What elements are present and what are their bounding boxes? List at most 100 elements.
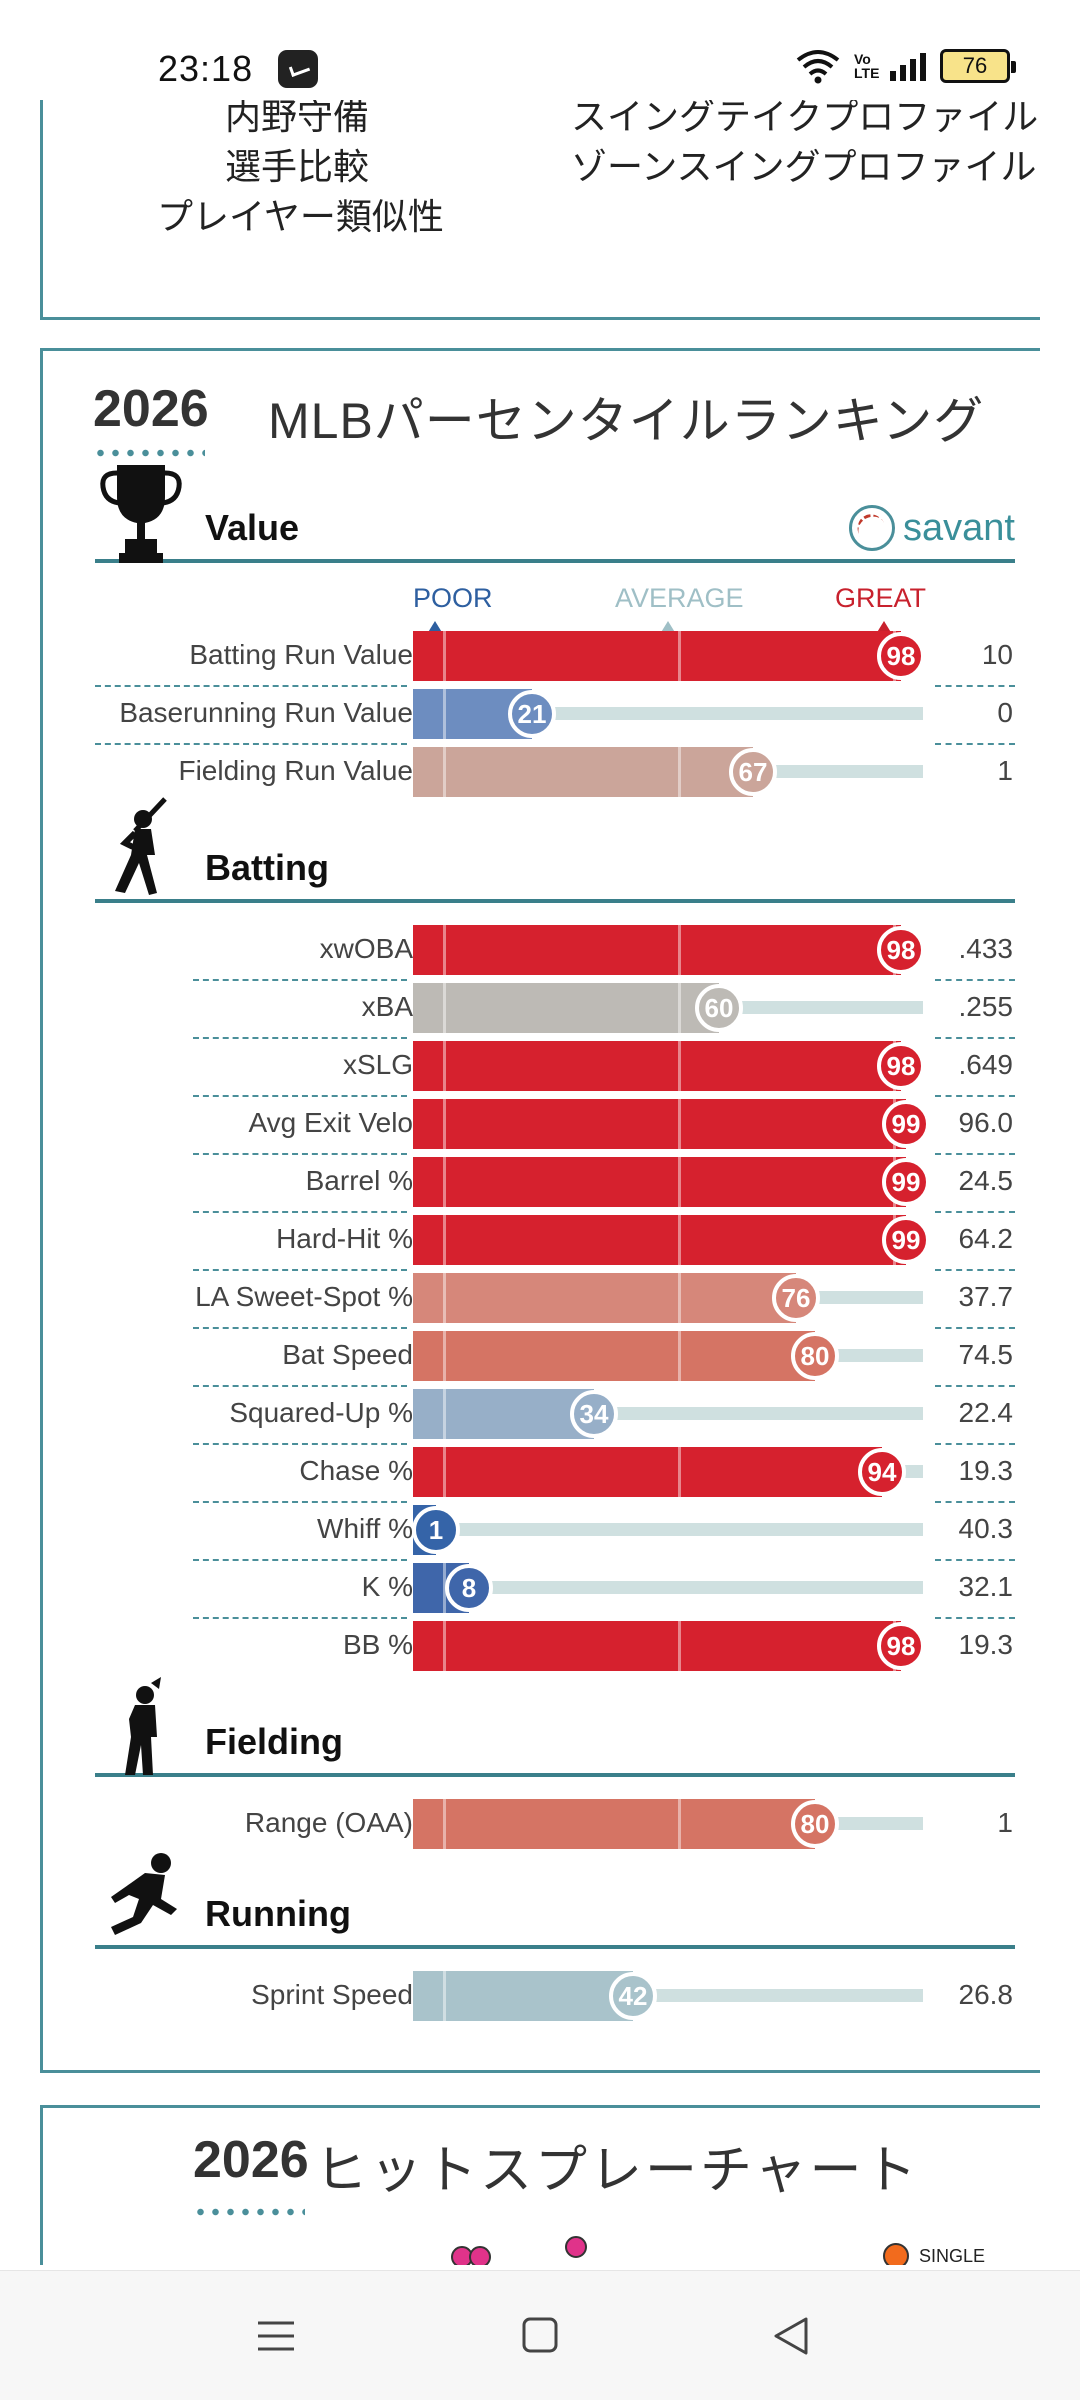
spray-title-underline-dots	[193, 2208, 305, 2216]
runner-icon	[111, 1853, 177, 1935]
percentile-row[interactable]: Range (OAA) 80 1	[43, 1797, 1043, 1853]
player-links-card: 内野守備 スイングテイクプロファイル 選手比較 プレイヤー類似性 ゾーンスイング…	[40, 100, 1040, 320]
scale-tick	[443, 1447, 446, 1497]
percentile-row[interactable]: xwOBA 98 .433	[43, 923, 1043, 981]
section-title-value: Value	[205, 507, 300, 548]
link-player-compare[interactable]: 選手比較	[225, 146, 370, 187]
metric-label: Bat Speed	[282, 1339, 413, 1370]
scale-great-label: GREAT	[835, 583, 927, 613]
percentile-row[interactable]: xSLG 98 .649	[43, 1039, 1043, 1097]
percentile-row[interactable]: Baserunning Run Value 21 0	[43, 687, 1043, 745]
percentile-row[interactable]: Chase % 94 19.3	[43, 1445, 1043, 1503]
section-header-value: Value savant	[95, 465, 1015, 563]
scale-tick	[678, 1041, 681, 1091]
fielder-icon	[125, 1677, 161, 1775]
percentile-badge: 76	[772, 1274, 820, 1322]
percentile-row[interactable]: LA Sweet-Spot % 76 37.7	[43, 1271, 1043, 1329]
scale-tick	[678, 1215, 681, 1265]
metric-label: Avg Exit Velo	[248, 1107, 413, 1138]
row-separator	[935, 1385, 1015, 1387]
scale-tick	[443, 1389, 446, 1439]
section-header-fielding: Fielding	[95, 1677, 1015, 1777]
spray-hit-dot	[565, 2236, 587, 2258]
scale-tick	[678, 1799, 681, 1849]
average-marker-icon	[660, 621, 676, 634]
status-icons: Vo LTE 76	[796, 48, 1016, 84]
percentile-bar	[413, 925, 901, 975]
percentile-badge: 98	[877, 1042, 925, 1090]
row-separator	[935, 1327, 1015, 1329]
row-separator	[193, 1501, 407, 1503]
row-separator	[935, 1037, 1015, 1039]
percentile-badge: 21	[508, 690, 556, 738]
section-title-batting: Batting	[205, 847, 329, 888]
spray-chart-card: 2026 ヒットスプレーチャート SINGLE	[40, 2105, 1040, 2265]
row-separator	[935, 1559, 1015, 1561]
link-infield-defense[interactable]: 内野守備	[225, 100, 370, 137]
metric-label: Batting Run Value	[189, 639, 413, 670]
percentile-badge: 1	[412, 1506, 460, 1554]
metric-label: xBA	[361, 991, 413, 1022]
percentile-row[interactable]: Batting Run Value 98 10	[43, 629, 1043, 687]
scale-tick	[443, 1215, 446, 1265]
great-marker-icon	[876, 621, 892, 634]
row-separator	[935, 1269, 1015, 1271]
status-bar: 23:18 Vo LTE 76	[0, 0, 1080, 100]
percentile-row[interactable]: BB % 98 19.3	[43, 1619, 1043, 1675]
percentile-row[interactable]: xBA 60 .255	[43, 981, 1043, 1039]
percentile-track	[413, 1581, 923, 1594]
scale-tick	[443, 1331, 446, 1381]
row-separator	[935, 1617, 1015, 1619]
metric-value: 19.3	[958, 1629, 1014, 1660]
percentile-bar	[413, 1621, 901, 1671]
metric-label: BB %	[342, 1629, 413, 1660]
percentile-bar	[413, 1971, 633, 2021]
percentile-badge: 67	[729, 748, 777, 796]
percentile-bar	[413, 631, 901, 681]
trophy-icon	[100, 465, 182, 563]
link-player-similarity[interactable]: プレイヤー類似性	[157, 196, 444, 237]
metric-label: Chase %	[299, 1455, 413, 1486]
percentile-row[interactable]: Bat Speed 80 74.5	[43, 1329, 1043, 1387]
percentile-rankings-card: 2026 MLBパーセンタイルランキング Value savant POOR A…	[40, 348, 1040, 2073]
metric-value: 19.3	[958, 1455, 1014, 1486]
row-separator	[935, 1095, 1015, 1097]
metric-label: Whiff %	[317, 1513, 413, 1544]
metric-label: LA Sweet-Spot %	[195, 1281, 413, 1312]
scale-tick	[443, 1799, 446, 1849]
row-separator	[935, 685, 1015, 687]
percentile-row[interactable]: K % 8 32.1	[43, 1561, 1043, 1619]
percentile-row[interactable]: Fielding Run Value 67 1	[43, 745, 1043, 801]
percentile-row[interactable]: Squared-Up % 34 22.4	[43, 1387, 1043, 1445]
percentile-badge: 98	[877, 926, 925, 974]
back-icon[interactable]	[752, 2301, 832, 2371]
row-separator	[935, 743, 1015, 745]
percentile-bar	[413, 1157, 906, 1207]
scale-poor-label: POOR	[413, 583, 493, 613]
metric-value: 22.4	[958, 1397, 1014, 1428]
link-zone-swing-profile[interactable]: ゾーンスイングプロファイル	[571, 146, 1037, 187]
percentile-row[interactable]: Sprint Speed 42 26.8	[43, 1969, 1043, 2025]
percentile-row[interactable]: Hard-Hit % 99 64.2	[43, 1213, 1043, 1271]
menu-icon[interactable]	[236, 2301, 316, 2371]
section-title-fielding: Fielding	[205, 1721, 343, 1762]
percentile-badge: 99	[882, 1100, 930, 1148]
row-separator	[95, 685, 407, 687]
percentile-badge: 42	[609, 1972, 657, 2020]
link-swing-take-profile[interactable]: スイングテイクプロファイル	[571, 100, 1039, 137]
section-header-running: Running	[95, 1853, 1015, 1949]
row-separator	[935, 1443, 1015, 1445]
percentile-bar	[413, 1389, 594, 1439]
metric-label: xwOBA	[319, 933, 413, 964]
savant-logo[interactable]: savant	[849, 505, 1015, 551]
percentile-row[interactable]: Avg Exit Velo 99 96.0	[43, 1097, 1043, 1155]
percentile-row[interactable]: Barrel % 99 24.5	[43, 1155, 1043, 1213]
percentile-row[interactable]: Whiff % 1 40.3	[43, 1503, 1043, 1561]
scale-tick	[443, 1041, 446, 1091]
row-separator	[193, 1385, 407, 1387]
baseball-icon	[849, 505, 896, 551]
home-icon[interactable]	[500, 2301, 580, 2371]
scale-tick	[443, 1157, 446, 1207]
percentile-badge: 8	[445, 1564, 493, 1612]
spray-hit-dot	[469, 2246, 491, 2265]
